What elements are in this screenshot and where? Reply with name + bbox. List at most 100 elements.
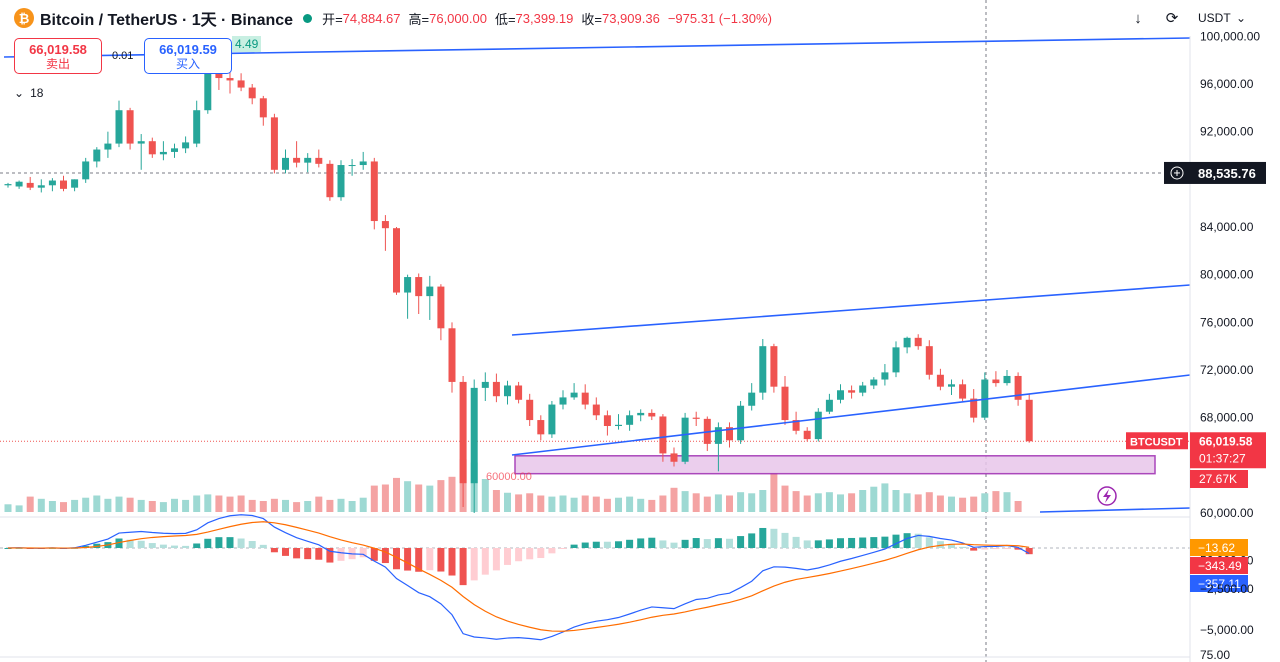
macd-histogram-bar [548, 548, 556, 554]
macd-histogram-bar [437, 548, 445, 572]
symbol-title[interactable]: Bitcoin / TetherUS · 1天 · Binance [40, 12, 294, 29]
candle-body [126, 110, 134, 144]
price-tick-label: 60,000.00 [1200, 506, 1254, 520]
macd-histogram-bar [592, 541, 600, 548]
candle-body [670, 453, 678, 462]
volume-bar [737, 492, 745, 512]
candle-body [104, 143, 112, 150]
candle-body [404, 277, 412, 293]
ghost-price-label: 4.49 [232, 36, 262, 52]
download-icon[interactable]: ↓ [1134, 9, 1142, 27]
indicator-length-value: 18 [30, 86, 44, 100]
volume-bar [670, 487, 678, 512]
candle-body [548, 404, 556, 435]
volume-bar [792, 491, 800, 512]
volume-bar [781, 485, 789, 512]
volume-bar [226, 496, 234, 512]
volume-bar [925, 492, 933, 512]
macd-histogram-bar [936, 541, 944, 548]
macd-histogram-bar [282, 548, 289, 556]
candle-body [726, 427, 733, 441]
candle-body [681, 417, 689, 462]
macd-histogram-bar [359, 548, 367, 558]
volume-bar [526, 493, 534, 512]
price-tick-label: 100,000.00 [1200, 29, 1260, 43]
volume-bar [126, 497, 134, 512]
macd-histogram-bar [115, 538, 123, 548]
price-axis[interactable]: 100,000.00 96,000.00 92,000.00 84,000.00 80,… [1126, 29, 1280, 662]
volume-bar [404, 481, 412, 512]
channel-lower-trendline [511, 374, 1191, 456]
volume-bar [726, 495, 733, 512]
volume-bar [570, 497, 578, 512]
macd-histogram-bar [959, 546, 967, 548]
candle-body [770, 346, 778, 387]
buy-button[interactable]: 66,019.59 买入 [144, 38, 232, 74]
volume-bar [337, 498, 345, 512]
volume-bar [825, 492, 833, 512]
chart-toolbar: ↓ ⟳ USDT ⌄ [1124, 5, 1252, 31]
volume-bar [26, 496, 34, 512]
macd-histogram-bar [370, 548, 378, 561]
close-value: 73,909.36 [601, 10, 660, 26]
macd-histogram-bar [159, 544, 167, 548]
sell-button[interactable]: 66,019.58 卖出 [14, 38, 102, 74]
candle-body [282, 157, 289, 170]
high-label: 高= [408, 11, 430, 27]
candle-body [859, 385, 867, 393]
candle-body [648, 412, 656, 417]
volume-bar [171, 498, 178, 512]
channel-upper-trendline [511, 284, 1191, 336]
volume-bar [437, 480, 445, 512]
market-status-dot [303, 13, 313, 23]
candle-body [348, 165, 356, 167]
candle-body [326, 163, 334, 198]
candle-body [659, 416, 667, 454]
volume-bar [204, 494, 212, 512]
indicator-length[interactable]: ⌄ 18 [14, 86, 43, 100]
currency-select[interactable]: USDT ⌄ [1192, 5, 1252, 31]
candle-body [881, 372, 889, 380]
volume-bar [714, 494, 722, 512]
candle-body [970, 398, 978, 418]
candle-body [914, 337, 922, 347]
candle-body [837, 390, 844, 400]
chevron-down-icon: ⌄ [1235, 11, 1246, 25]
candle-body [4, 184, 12, 186]
volume-bar [148, 501, 156, 512]
macd-histogram-bar [559, 548, 567, 549]
candle-body [692, 417, 700, 419]
volume-bar [992, 491, 1000, 512]
demand-zone[interactable] [514, 455, 1156, 475]
symbol-tag-label: BTCUSDT [1130, 436, 1183, 448]
candle-body [248, 87, 256, 99]
candle-body [148, 141, 156, 155]
candle-body [370, 161, 378, 222]
candle-body [237, 80, 245, 88]
macd-histogram-bar [504, 548, 511, 565]
macd-pane [4, 514, 1033, 641]
candle-body [15, 181, 23, 187]
volume-bar [770, 473, 778, 512]
macd-histogram-bar [126, 539, 134, 548]
plus-icon [1170, 166, 1184, 180]
macd-histogram-bar [1025, 548, 1033, 555]
macd-line [7, 514, 1030, 641]
volume-bar [104, 498, 112, 512]
macd-histogram-bar [759, 527, 767, 548]
macd-histogram-bar [903, 533, 911, 548]
candle-body [1025, 399, 1033, 442]
volume-bar [426, 485, 434, 512]
macd-histogram-bar [626, 539, 634, 548]
macd-histogram-bar [393, 548, 400, 570]
crosshair-price-label: 88,535.76 [1198, 166, 1256, 181]
price-tick-label: 92,000.00 [1200, 125, 1254, 139]
candle-body [393, 228, 400, 293]
candle-body [381, 221, 389, 229]
macd-histogram-bar [692, 538, 700, 548]
refresh-icon[interactable]: ⟳ [1165, 10, 1179, 27]
volume-bar [870, 486, 878, 512]
volume-bar [759, 490, 767, 512]
close-label: 收= [581, 11, 602, 27]
